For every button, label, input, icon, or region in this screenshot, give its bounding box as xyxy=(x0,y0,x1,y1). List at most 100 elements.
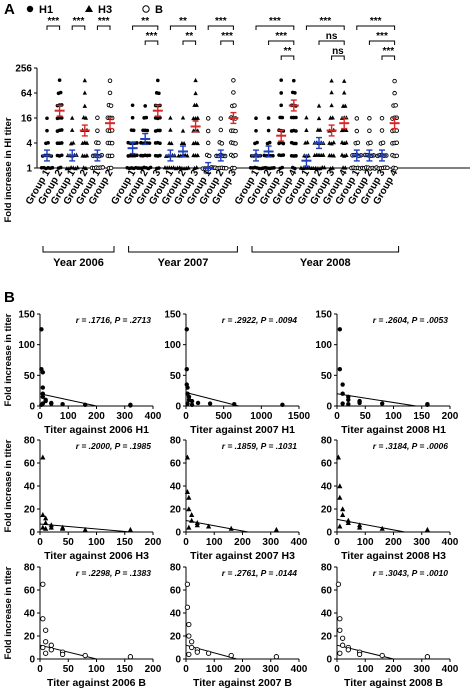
panel-a-significance-label: *** xyxy=(98,16,110,27)
scatter-data-point xyxy=(340,391,345,396)
scatter-y-tick-label: 40 xyxy=(170,609,182,620)
scatter-data-point xyxy=(335,454,342,460)
panel-a-data-point xyxy=(207,153,212,159)
panel-a-data-point xyxy=(57,78,62,82)
scatter-data-point xyxy=(273,526,279,532)
scatter-data-point xyxy=(40,524,46,530)
panel-a-data-point xyxy=(279,103,284,108)
panel-a-data-point xyxy=(143,104,147,108)
panel-a-data-point xyxy=(205,116,211,121)
panel-a-data-point xyxy=(168,115,173,120)
scatter-data-point xyxy=(48,647,54,653)
scatter-data-point xyxy=(186,494,192,500)
scatter-y-tick-label: 150 xyxy=(315,310,332,321)
panel-a-data-point xyxy=(83,165,89,171)
panel-a-data-point xyxy=(342,90,347,95)
panel-a-data-point xyxy=(267,140,272,145)
scatter-data-point xyxy=(189,511,195,517)
panel-a-data-point xyxy=(294,154,298,158)
scatter-data-point xyxy=(346,394,351,399)
panel-a-data-point xyxy=(135,153,139,158)
scatter-x-tick-label: 100 xyxy=(385,411,402,422)
scatter-data-point xyxy=(60,525,66,531)
legend-h1-label: H1 xyxy=(39,4,53,16)
scatter-x-tick-label: 150 xyxy=(116,537,133,548)
scatter-data-point xyxy=(40,644,46,651)
scatter-data-point xyxy=(194,649,200,655)
scatter-x-tick-label: 300 xyxy=(262,664,279,675)
panel-a-data-point xyxy=(329,78,334,83)
scatter-data-point xyxy=(186,651,192,658)
scatter-regression-line xyxy=(185,392,239,407)
panel-a-significance-bracket xyxy=(71,25,86,30)
scatter-y-tick-label: 0 xyxy=(326,402,332,413)
panel-a-data-point xyxy=(231,78,236,83)
panel-b-y-axis-label: Fold increase in titer xyxy=(3,566,14,659)
panel-a-year-bracket xyxy=(128,246,238,253)
scatter-x-tick-label: 200 xyxy=(385,537,402,548)
panel-b-y-axis-label: Fold increase in titer xyxy=(3,439,14,532)
panel-a-data-point xyxy=(219,141,225,146)
panel-a-significance-bracket xyxy=(132,25,159,30)
panel-a-data-point xyxy=(193,90,198,96)
scatter-x-axis-label: Titer against 2006 B xyxy=(47,677,146,689)
panel-b-letter: B xyxy=(4,289,15,306)
scatter-data-point xyxy=(340,382,345,387)
scatter-data-point xyxy=(40,581,46,587)
scatter-y-tick-label: 60 xyxy=(321,586,333,597)
panel-a-data-point xyxy=(195,140,200,146)
scatter-plot: 0 50 100 150 0 100 200 300 400 Titer against 2006… xyxy=(18,310,161,437)
scatter-data-point xyxy=(425,402,430,407)
scatter-x-tick-label: 0 xyxy=(37,537,43,548)
panel-a-y-tick-label: 1 xyxy=(26,164,32,175)
panel-a-significance-bracket xyxy=(169,25,197,30)
scatter-y-tick-label: 40 xyxy=(321,609,333,620)
panel-a-data-point xyxy=(271,154,275,158)
panel-a-data-point xyxy=(82,103,87,108)
panel-a-data-point xyxy=(331,140,336,145)
panel-a-data-point xyxy=(317,127,323,132)
panel-a-significance-label: *** xyxy=(146,31,158,42)
panel-a-data-point xyxy=(367,116,372,121)
panel-a-data-point xyxy=(293,91,297,95)
scatter-data-point xyxy=(186,394,192,399)
panel-a-data-point xyxy=(392,78,397,84)
panel-a-data-point xyxy=(343,103,348,108)
panel-a-significance-label: *** xyxy=(73,16,85,27)
scatter-data-point xyxy=(185,401,190,406)
panel-a-y-tick-label: 16 xyxy=(21,114,33,125)
panel-a-data-point xyxy=(156,78,160,83)
scatter-data-point xyxy=(345,647,351,653)
panel-a-significance-label: ns xyxy=(332,46,344,57)
panel-a-data-point xyxy=(45,116,49,121)
panel-a-significance-label: *** xyxy=(275,31,287,42)
scatter-x-tick-label: 0 xyxy=(334,664,340,675)
panel-a-significance-label: *** xyxy=(215,16,227,27)
panel-a-data-point xyxy=(233,141,238,146)
panel-b: B Fold increase in titer Fold increase in… xyxy=(3,289,459,689)
panel-a-data-point xyxy=(293,166,297,171)
panel-a-data-point xyxy=(180,115,186,120)
scatter-x-axis-label: Titer against 2008 B xyxy=(344,677,443,689)
panel-a-significance-label: ns xyxy=(326,31,338,42)
scatter-plot: 0 20 40 60 80 0 100 200 300 400 Titer against 2007… xyxy=(170,563,308,690)
scatter-data-point xyxy=(43,520,49,525)
panel-a-significance-label: ** xyxy=(141,16,149,27)
scatter-data-point xyxy=(40,616,46,622)
scatter-data-point xyxy=(186,621,192,628)
scatter-data-point xyxy=(273,654,280,660)
panel-a-data-point xyxy=(266,116,271,120)
scatter-correlation-label: r = .2604, P = .0053 xyxy=(373,315,449,325)
scatter-data-point xyxy=(43,515,49,521)
scatter-data-point xyxy=(82,652,88,659)
scatter-data-point xyxy=(346,401,351,407)
panel-a-significance-label: ** xyxy=(179,16,187,27)
panel-a-data-point xyxy=(281,141,286,146)
panel-a-data-point xyxy=(82,90,87,95)
panel-a-data-point xyxy=(186,165,191,170)
panel-a-data-point xyxy=(145,128,150,133)
panel-a-data-point xyxy=(59,128,64,132)
panel-a-data-point xyxy=(158,128,162,133)
panel-a-significance-label: *** xyxy=(382,46,394,57)
